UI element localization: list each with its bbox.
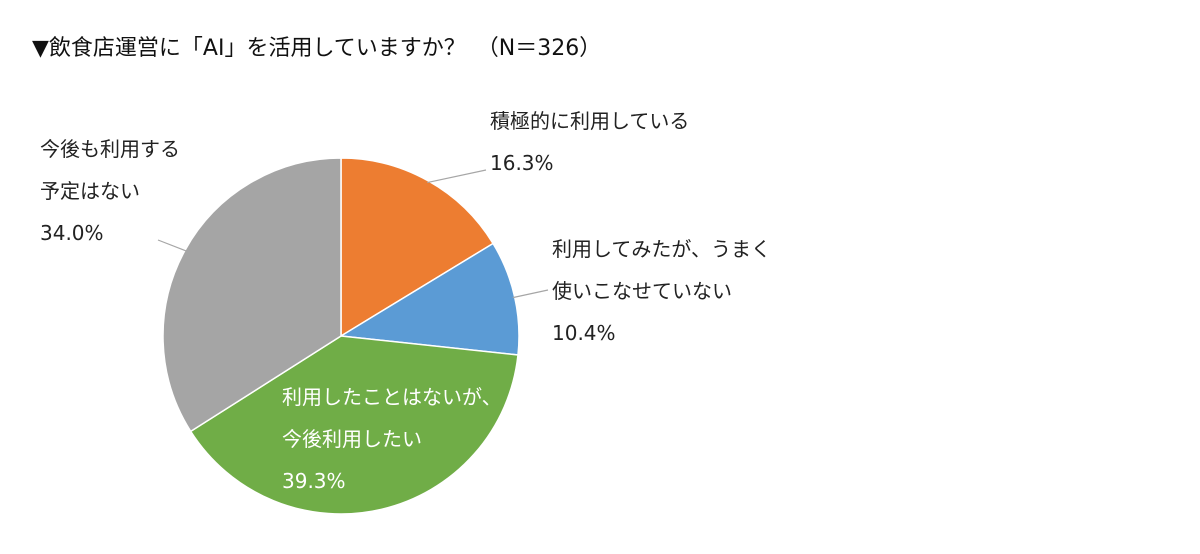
slice-name-line: 今後利用したい xyxy=(282,427,422,451)
leader-line-no-plan xyxy=(157,239,187,252)
slice-label-want-to-use: 利用したことはないが、 今後利用したい 39.3% xyxy=(282,376,502,502)
slice-name-line: 予定はない xyxy=(40,179,140,203)
slice-label-no-plan: 今後も利用する 予定はない 34.0% xyxy=(40,128,180,254)
slice-value: 16.3% xyxy=(490,151,554,175)
slice-value: 39.3% xyxy=(282,469,346,493)
slice-name-line: 積極的に利用している xyxy=(490,109,690,133)
slice-name-line: 使いこなせていない xyxy=(552,279,732,303)
pie-slice-active-use xyxy=(340,157,495,338)
slice-value: 34.0% xyxy=(40,221,104,245)
slice-name-line: 利用してみたが、うまく xyxy=(552,237,771,261)
pie-slice-want-to-use xyxy=(189,335,519,515)
slice-name-line: 利用したことはないが、 xyxy=(282,385,502,409)
leader-line-tried-not-mastered xyxy=(512,289,549,299)
slice-name-line: 今後も利用する xyxy=(40,137,180,161)
leader-line-active-use xyxy=(427,169,487,184)
slice-label-tried-not-mastered: 利用してみたが、うまく 使いこなせていない 10.4% xyxy=(552,228,771,354)
chart-title: ▼飲食店運営に「AI」を活用していますか？ （N＝326） xyxy=(32,36,602,61)
slice-label-active-use: 積極的に利用している 16.3% xyxy=(490,100,689,184)
slice-value: 10.4% xyxy=(552,321,616,345)
